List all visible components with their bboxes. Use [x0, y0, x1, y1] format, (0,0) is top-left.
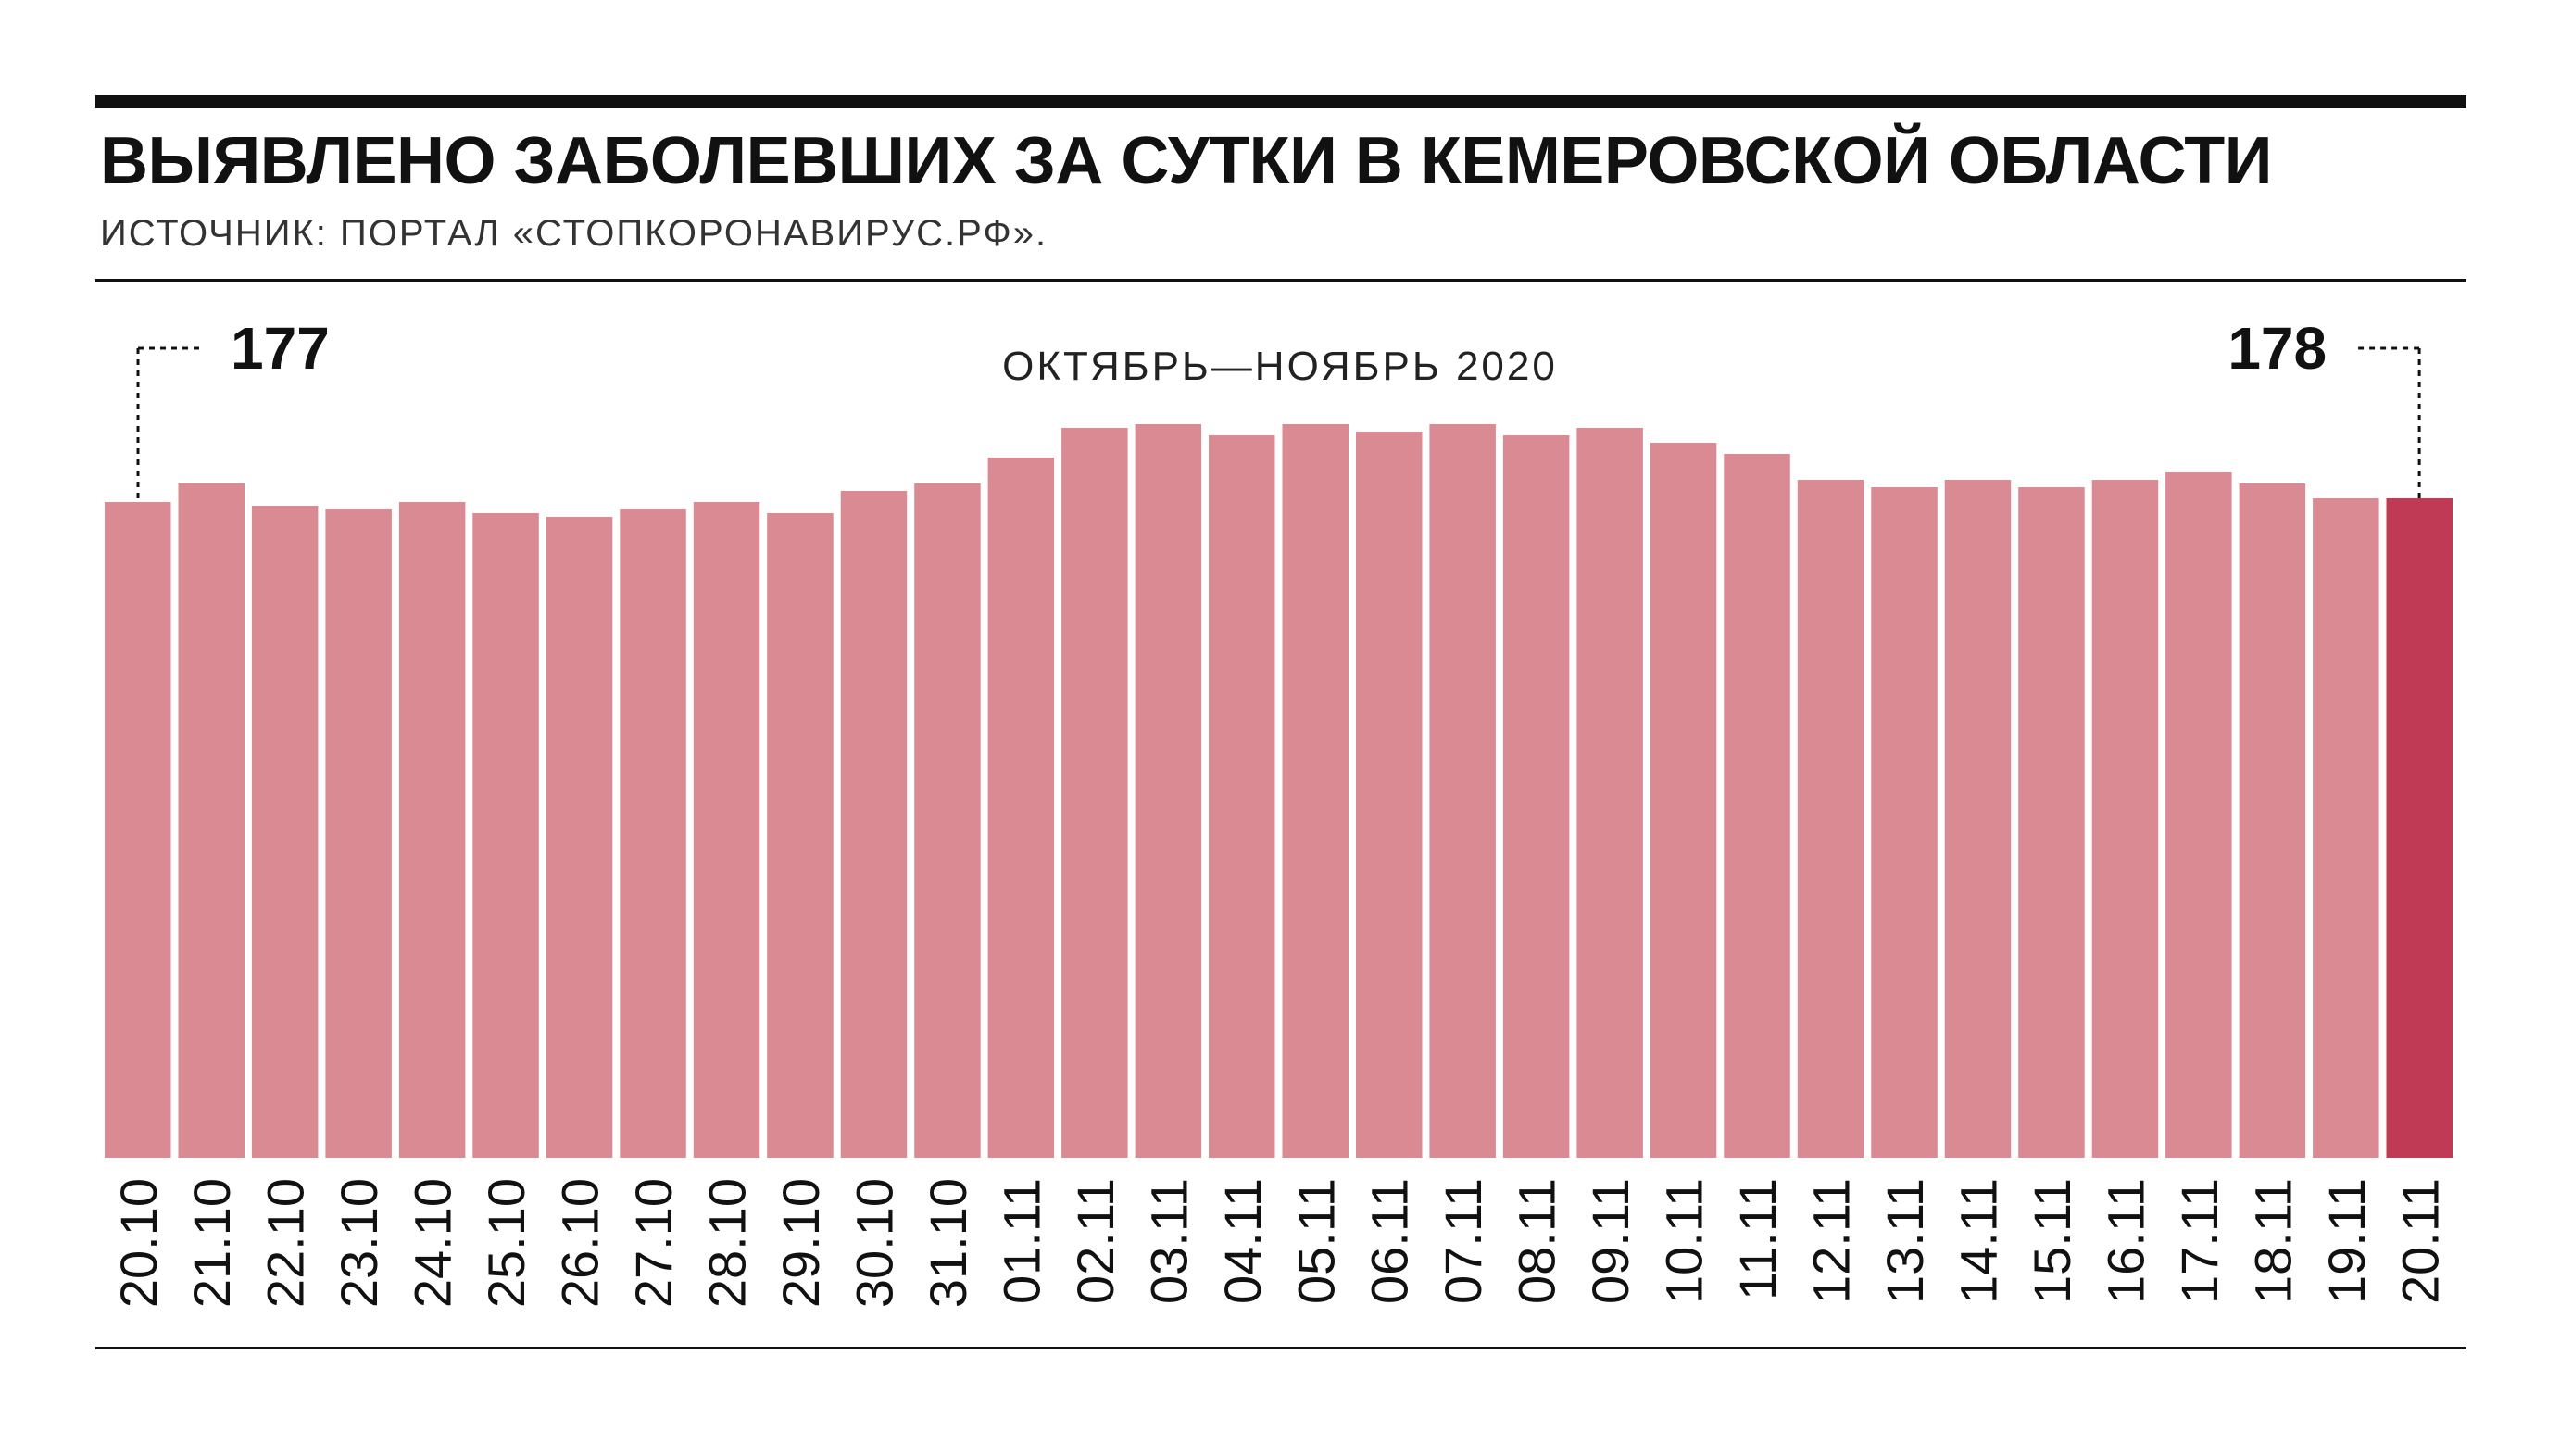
tick-label-21.10: 21.10	[182, 1178, 241, 1308]
divider-rule	[95, 279, 2466, 282]
bar-26.10	[546, 517, 613, 1158]
bar-21.10	[178, 483, 245, 1158]
tick-label-11.11: 11.11	[1728, 1178, 1787, 1300]
tick-label-30.10: 30.10	[845, 1178, 903, 1308]
tick-label-02.11: 02.11	[1066, 1178, 1124, 1304]
bar-28.10	[693, 502, 760, 1158]
tick-label-18.11: 18.11	[2243, 1178, 2302, 1304]
bar-30.10	[840, 491, 908, 1158]
tick-label-31.10: 31.10	[919, 1178, 977, 1308]
tick-label-07.11: 07.11	[1434, 1178, 1492, 1304]
tick-label-04.11: 04.11	[1213, 1178, 1272, 1304]
annotation-label-20.10: 177	[231, 315, 330, 382]
tick-label-13.11: 13.11	[1876, 1178, 1934, 1304]
tick-label-27.10: 27.10	[624, 1178, 683, 1308]
bar-17.11	[2165, 472, 2232, 1158]
title-bold: КЕМЕРОВСКОЙ ОБЛАСТИ	[1420, 124, 2273, 198]
tick-label-09.11: 09.11	[1581, 1178, 1639, 1304]
bar-15.11	[2018, 487, 2085, 1158]
tick-label-29.10: 29.10	[772, 1178, 830, 1308]
bar-31.10	[914, 483, 981, 1158]
bar-24.10	[398, 502, 466, 1158]
tick-label-22.10: 22.10	[257, 1178, 315, 1308]
bar-25.10	[472, 513, 539, 1158]
tick-labels-group: 20.10 21.10 22.10 23.10 24.10 25.10 26.10 27.10…	[109, 1178, 2450, 1308]
bar-05.11	[1282, 424, 1349, 1158]
tick-label-28.10: 28.10	[698, 1178, 757, 1308]
tick-label-05.11: 05.11	[1286, 1178, 1345, 1304]
bar-29.10	[767, 513, 834, 1158]
bar-06.11	[1356, 432, 1423, 1158]
bar-08.11	[1502, 435, 1570, 1158]
bar-07.11	[1429, 424, 1496, 1158]
tick-label-12.11: 12.11	[1802, 1178, 1861, 1304]
title-regular: ВЫЯВЛЕНО ЗАБОЛЕВШИХ ЗА СУТКИ В	[100, 124, 1421, 198]
bar-01.11	[987, 458, 1055, 1158]
source-note: ИСТОЧНИК: ПОРТАЛ «СТОПКОРОНАВИРУС.РФ».	[100, 213, 1048, 254]
bottom-rule	[95, 1347, 2466, 1349]
tick-label-20.10: 20.10	[109, 1178, 168, 1308]
bar-03.11	[1135, 424, 1202, 1158]
bar-20.10	[105, 502, 171, 1158]
bars-group	[105, 424, 2453, 1158]
bar-13.11	[1871, 487, 1938, 1158]
tick-label-20.11: 20.11	[2391, 1178, 2449, 1304]
tick-label-17.11: 17.11	[2170, 1178, 2228, 1304]
bar-22.10	[251, 506, 319, 1158]
tick-label-24.10: 24.10	[404, 1178, 462, 1308]
bar-11.11	[1724, 454, 1790, 1158]
tick-label-14.11: 14.11	[1950, 1178, 2008, 1304]
tick-label-15.11: 15.11	[2023, 1178, 2081, 1304]
tick-label-01.11: 01.11	[992, 1178, 1050, 1304]
bar-20.11	[2386, 498, 2453, 1158]
chart-title: ВЫЯВЛЕНО ЗАБОЛЕВШИХ ЗА СУТКИ В КЕМЕРОВСК…	[100, 128, 2272, 195]
bar-02.11	[1061, 428, 1128, 1158]
tick-label-16.11: 16.11	[2096, 1178, 2154, 1304]
bar-18.11	[2239, 483, 2306, 1158]
bar-27.10	[620, 509, 686, 1158]
tick-label-25.10: 25.10	[477, 1178, 535, 1308]
tick-label-10.11: 10.11	[1655, 1178, 1713, 1304]
tick-label-06.11: 06.11	[1361, 1178, 1419, 1304]
top-rule	[95, 95, 2466, 108]
bar-04.11	[1209, 435, 1275, 1158]
bar-16.11	[2091, 480, 2159, 1158]
bar-10.11	[1650, 443, 1717, 1158]
tick-label-03.11: 03.11	[1139, 1178, 1198, 1304]
bar-12.11	[1797, 480, 1864, 1158]
annotations-group: 177 178	[136, 315, 2421, 502]
bar-09.11	[1576, 428, 1643, 1158]
tick-label-23.10: 23.10	[330, 1178, 388, 1308]
tick-label-26.10: 26.10	[551, 1178, 609, 1308]
tick-label-08.11: 08.11	[1508, 1178, 1566, 1304]
tick-label-19.11: 19.11	[2317, 1178, 2376, 1304]
bar-19.11	[2313, 498, 2379, 1158]
period-label: ОКТЯБРЬ—НОЯБРЬ 2020	[1002, 344, 1558, 389]
bar-23.10	[325, 509, 392, 1158]
annotation-label-20.11: 178	[2227, 315, 2327, 382]
bar-14.11	[1944, 480, 2012, 1158]
